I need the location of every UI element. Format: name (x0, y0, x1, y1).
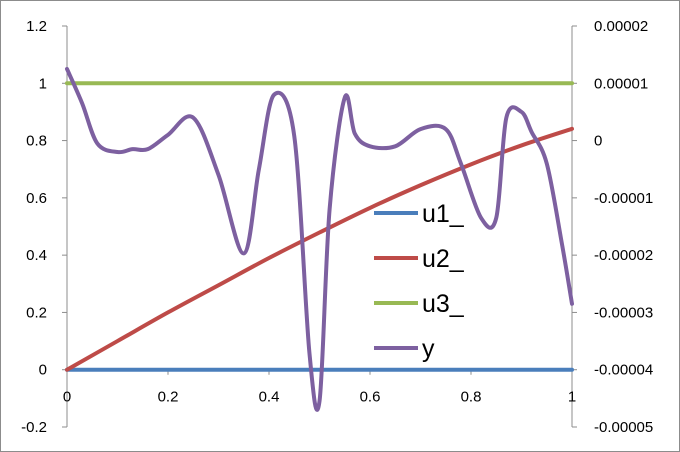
y-tick-label: 0 (39, 362, 47, 379)
x-tick-label: 0.8 (461, 389, 482, 406)
y2-tick-label: -0.00005 (594, 419, 653, 436)
x-tick-label: 0.4 (259, 389, 280, 406)
series-line-u2 (65, 126, 574, 372)
y-tick-label: 1 (39, 75, 47, 92)
y2-tick-label: -0.00001 (594, 190, 653, 207)
x-tick-label: 0 (63, 389, 71, 406)
series-lines (65, 66, 574, 412)
y2-tick-label: -0.00004 (594, 362, 653, 379)
x-tick-label: 0.2 (158, 389, 179, 406)
axes (62, 25, 577, 428)
legend-label: u2_ (422, 245, 465, 273)
legend-label: u3_ (422, 290, 465, 318)
x-tick-label: 1 (568, 389, 576, 406)
legend-label: y (422, 335, 435, 363)
y-tick-label: 0.2 (26, 304, 47, 321)
tick-labels: -0.2 0 0.2 0.4 0.6 0.8 1 1.2 -0.00005 -0.00004 -0.… (21, 18, 653, 436)
series-line-y (65, 66, 574, 412)
y-tick-label: 0.6 (26, 190, 47, 207)
y2-tick-label: 0 (594, 133, 602, 150)
y-tick-label: -0.2 (21, 419, 47, 436)
y-tick-label: 1.2 (26, 18, 47, 35)
y-tick-label: 0.8 (26, 133, 47, 150)
y2-tick-label: 0.00001 (594, 75, 648, 92)
y2-tick-label: -0.00002 (594, 247, 653, 264)
legend-label: u1_ (422, 200, 465, 228)
x-tick-label: 0.6 (360, 389, 381, 406)
y2-tick-label: -0.00003 (594, 304, 653, 321)
y2-tick-label: 0.00002 (594, 18, 648, 35)
y-tick-label: 0.4 (26, 247, 47, 264)
legend: u1_ u2_ u3_y (374, 200, 465, 363)
